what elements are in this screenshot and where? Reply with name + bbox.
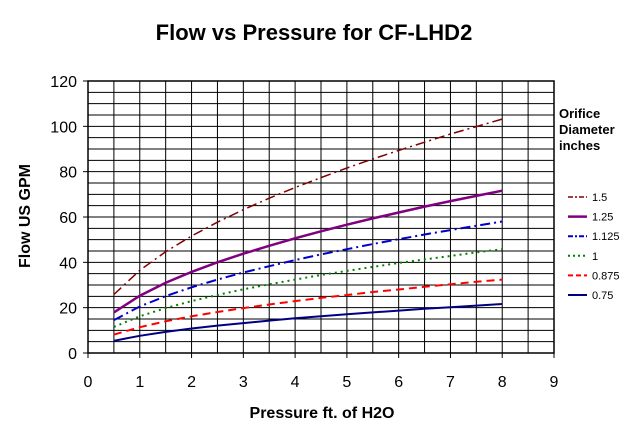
x-tick-label: 7 (446, 374, 455, 391)
legend-label-1.25: 1.25 (592, 212, 613, 224)
x-tick-label: 9 (550, 374, 559, 391)
legend-label-1: 1 (592, 251, 598, 263)
series-lines (113, 118, 503, 342)
x-axis-title: Pressure ft. of H2O (250, 405, 395, 422)
grid-lines (87, 80, 555, 354)
legend-title-line-2: Diameter (559, 122, 615, 137)
x-tick-label: 1 (135, 374, 144, 391)
y-tick-label: 0 (68, 346, 77, 363)
legend-title-line-1: Orifice (559, 106, 600, 121)
y-tick-label: 20 (59, 301, 77, 318)
series-line-0.75 (113, 303, 503, 342)
legend-label-1.125: 1.125 (592, 231, 620, 243)
chart-title: Flow vs Pressure for CF-LHD2 (156, 20, 473, 45)
legend-title-line-3: inches (559, 138, 600, 153)
series-line-0.875 (113, 278, 503, 336)
x-tick-label: 0 (84, 374, 93, 391)
y-tick-label: 100 (50, 119, 77, 136)
y-tick-label: 120 (50, 74, 77, 91)
x-tick-label: 3 (239, 374, 248, 391)
legend-label-0.75: 0.75 (592, 290, 613, 302)
series-line-1.25 (113, 189, 503, 314)
axes (83, 80, 555, 358)
y-tick-label: 80 (59, 165, 77, 182)
legend-label-0.875: 0.875 (592, 270, 620, 282)
legend-items: 1.5 1.25 1.125 1 0.875 0.75 (568, 192, 620, 302)
y-tick-label: 40 (59, 255, 77, 272)
x-tick-label: 6 (394, 374, 403, 391)
legend-label-1.5: 1.5 (592, 192, 607, 204)
y-tick-label: 60 (59, 210, 77, 227)
series-line-1.125 (113, 220, 503, 321)
legend: Orifice Diameter inches 1.5 1.25 1.125 1 0.8… (559, 106, 620, 302)
x-tick-label: 2 (187, 374, 196, 391)
tick-labels: 0 1 2 3 4 5 6 7 8 9 0 20 40 60 80 100 120 (50, 74, 558, 391)
series-line-1 (113, 248, 503, 328)
series-line-1.5 (113, 118, 503, 296)
y-axis-title: Flow US GPM (17, 164, 34, 268)
x-tick-label: 8 (498, 374, 507, 391)
x-tick-label: 5 (342, 374, 351, 391)
x-tick-label: 4 (291, 374, 300, 391)
